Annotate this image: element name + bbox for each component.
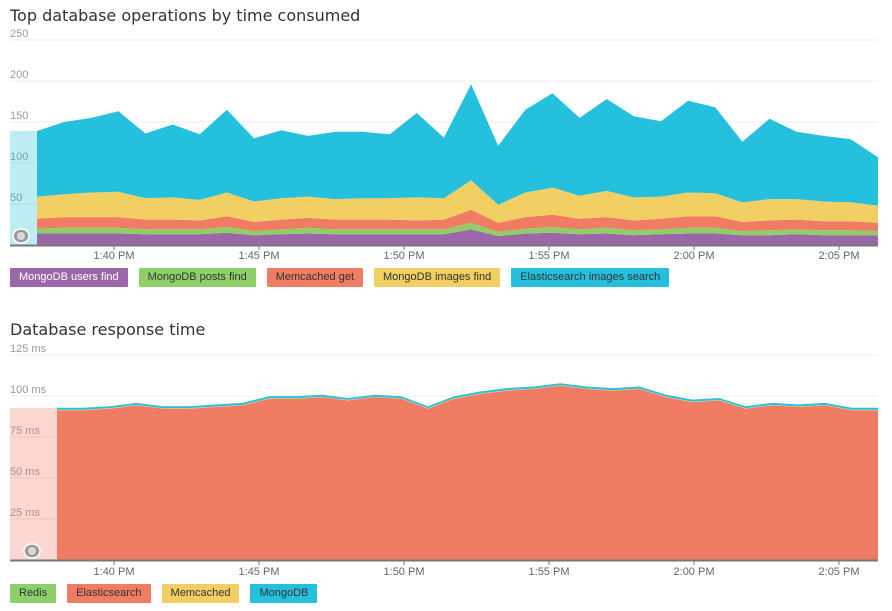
legend-item-mongodb[interactable]: MongoDB <box>250 584 318 603</box>
legend-item-elasticsearch-images-search[interactable]: Elasticsearch images search <box>511 268 670 287</box>
y-tick-label: 200 <box>10 69 28 81</box>
range-handle-inner-icon <box>28 547 36 555</box>
x-tick-label: 1:45 PM <box>239 250 280 262</box>
operations-legend: MongoDB users find MongoDB posts find Memc… <box>10 268 670 287</box>
x-tick-label: 1:55 PM <box>529 566 570 578</box>
legend-item-memcached[interactable]: Memcached <box>161 584 240 603</box>
chart-title-response-time: Database response time <box>10 320 206 339</box>
area-memcached-get[interactable] <box>37 209 878 232</box>
x-tick-label: 2:05 PM <box>819 566 860 578</box>
area-mongodb-posts-find[interactable] <box>37 222 878 236</box>
x-tick-label: 1:55 PM <box>529 250 570 262</box>
legend-item-mongodb-users-find[interactable]: MongoDB users find <box>10 268 128 287</box>
selection-band[interactable] <box>10 407 57 560</box>
area-elasticsearch-images-search[interactable] <box>37 84 878 206</box>
response-time-legend: Redis Elasticsearch Memcached MongoDB <box>10 584 318 603</box>
y-tick-label: 50 <box>10 192 22 204</box>
selection-band[interactable] <box>10 131 37 245</box>
y-tick-label: 75 ms <box>10 425 40 437</box>
x-tick-label: 2:00 PM <box>674 566 715 578</box>
y-tick-label: 150 <box>10 110 28 122</box>
legend-item-redis[interactable]: Redis <box>10 584 57 603</box>
x-tick-label: 1:50 PM <box>384 250 425 262</box>
y-tick-label: 250 <box>10 28 28 40</box>
x-tick-label: 1:40 PM <box>94 566 135 578</box>
y-tick-label: 100 ms <box>10 384 47 396</box>
area-elasticsearch[interactable] <box>57 385 878 560</box>
y-tick-label: 50 ms <box>10 466 40 478</box>
area-mongodb-users-find[interactable] <box>37 229 878 245</box>
x-tick-label: 1:50 PM <box>384 566 425 578</box>
x-tick-label: 1:40 PM <box>94 250 135 262</box>
x-tick-label: 2:05 PM <box>819 250 860 262</box>
y-tick-label: 125 ms <box>10 343 47 355</box>
y-tick-label: 25 ms <box>10 507 40 519</box>
response-time-area-chart[interactable]: 125 ms 100 ms 75 ms 50 ms 25 ms 1:40 PM 1:45 P… <box>0 0 892 584</box>
legend-item-mongodb-posts-find[interactable]: MongoDB posts find <box>138 268 256 287</box>
x-tick-label: 2:00 PM <box>674 250 715 262</box>
legend-item-memcached-get[interactable]: Memcached get <box>266 268 363 287</box>
legend-item-elasticsearch[interactable]: Elasticsearch <box>67 584 151 603</box>
operations-area-chart[interactable]: 250 200 150 100 50 1:40 PM 1:45 PM 1:50 PM 1:55 … <box>0 0 892 268</box>
legend-item-mongodb-images-find[interactable]: MongoDB images find <box>374 268 501 287</box>
range-handle-inner-icon <box>17 232 25 240</box>
x-tick-label: 1:45 PM <box>239 566 280 578</box>
chart-title-operations: Top database operations by time consumed <box>10 6 361 25</box>
area-mongodb-images-find[interactable] <box>37 180 878 223</box>
y-tick-label: 100 <box>10 151 28 163</box>
